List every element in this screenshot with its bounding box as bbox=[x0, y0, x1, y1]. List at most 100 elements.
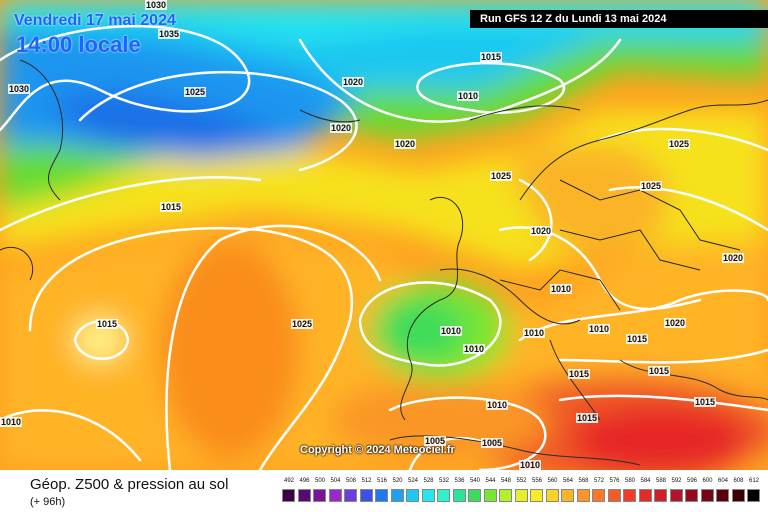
scale-color-swatch bbox=[607, 489, 621, 502]
scale-tick-label: 572 bbox=[593, 478, 604, 484]
scale-color-swatch bbox=[468, 489, 481, 502]
scale-tick-label: 580 bbox=[624, 478, 635, 484]
isobar-label: 1010 bbox=[519, 460, 542, 470]
isobar-label: 1025 bbox=[490, 171, 513, 181]
scale-color-swatch bbox=[297, 489, 311, 502]
scale-color-swatch bbox=[344, 489, 357, 502]
scale-tick-label: 608 bbox=[733, 478, 744, 484]
isobar-label: 1010 bbox=[0, 417, 23, 427]
scale-color-swatch bbox=[452, 489, 466, 502]
isobar-label: 1035 bbox=[158, 29, 181, 39]
scale-color-swatch bbox=[731, 489, 745, 502]
scale-tick-label: 528 bbox=[423, 478, 434, 484]
scale-tick-label: 596 bbox=[686, 478, 697, 484]
scale-color-swatch bbox=[638, 489, 652, 502]
scale-color-swatch bbox=[545, 489, 559, 502]
scale-tick-label: 520 bbox=[392, 478, 403, 484]
scale-tick-label: 560 bbox=[547, 478, 558, 484]
scale-color-swatch bbox=[700, 489, 714, 502]
scale-tick-label: 568 bbox=[578, 478, 589, 484]
scale-tick-label: 496 bbox=[299, 478, 310, 484]
scale-tick-label: 552 bbox=[516, 478, 527, 484]
scale-color-swatch bbox=[576, 489, 590, 502]
scale-tick-label: 536 bbox=[454, 478, 465, 484]
scale-color-swatch bbox=[716, 489, 729, 502]
isobar-label: 1015 bbox=[648, 366, 671, 376]
isobar-label: 1010 bbox=[463, 344, 486, 354]
isobar-label: 1015 bbox=[576, 413, 599, 423]
scale-color-swatch bbox=[375, 489, 388, 502]
scale-color-swatch bbox=[747, 489, 760, 502]
scale-color-swatch bbox=[530, 489, 543, 502]
scale-color-swatch bbox=[483, 489, 497, 502]
isobar-label: 1020 bbox=[342, 77, 365, 87]
isobar-label: 1020 bbox=[330, 123, 353, 133]
scale-tick-label: 604 bbox=[717, 478, 728, 484]
isobar-label: 1010 bbox=[457, 91, 480, 101]
scale-color-swatch bbox=[437, 489, 450, 502]
forecast-lead-time: (+ 96h) bbox=[30, 496, 66, 508]
isobar-label: 1010 bbox=[440, 326, 463, 336]
isobar-label: 1025 bbox=[291, 319, 314, 329]
isobar-label: 1020 bbox=[394, 139, 417, 149]
scale-color-swatch bbox=[499, 489, 512, 502]
isobar-label: 1025 bbox=[640, 181, 663, 191]
isobar-label: 1015 bbox=[694, 397, 717, 407]
isobar-label: 1010 bbox=[486, 400, 509, 410]
scale-color-swatch bbox=[359, 489, 373, 502]
scale-tick-label: 508 bbox=[345, 478, 356, 484]
scale-tick-label: 576 bbox=[609, 478, 620, 484]
isobar-lines bbox=[0, 24, 768, 470]
scale-tick-label: 500 bbox=[314, 478, 325, 484]
scale-tick-label: 544 bbox=[485, 478, 496, 484]
scale-tick-label: 548 bbox=[500, 478, 511, 484]
scale-color-swatch bbox=[623, 489, 636, 502]
forecast-time: 14:00 locale bbox=[16, 32, 141, 57]
isobar-label: 1005 bbox=[424, 436, 447, 446]
scale-color-swatch bbox=[654, 489, 667, 502]
isobar-label: 1015 bbox=[480, 52, 503, 62]
run-info-label: Run GFS 12 Z du Lundi 13 mai 2024 bbox=[470, 10, 768, 28]
scale-tick-label: 600 bbox=[702, 478, 713, 484]
isobar-label: 1025 bbox=[184, 87, 207, 97]
scale-tick-label: 512 bbox=[361, 478, 372, 484]
copyright-text: Copyright © 2024 Meteociel.fr bbox=[300, 444, 455, 456]
scale-tick-label: 540 bbox=[469, 478, 480, 484]
isobar-label: 1010 bbox=[588, 324, 611, 334]
scale-tick-label: 524 bbox=[407, 478, 418, 484]
coastlines bbox=[0, 59, 768, 466]
isobar-label: 1020 bbox=[664, 318, 687, 328]
scale-tick-label: 516 bbox=[376, 478, 387, 484]
scale-color-swatch bbox=[282, 489, 295, 502]
isobar-label: 1015 bbox=[160, 202, 183, 212]
scale-tick-label: 556 bbox=[531, 478, 542, 484]
isobar-label: 1030 bbox=[145, 0, 168, 10]
field-title: Géop. Z500 & pression au sol bbox=[30, 476, 229, 493]
z500-color-field bbox=[0, 0, 768, 470]
scale-tick-label: 592 bbox=[671, 478, 682, 484]
scale-tick-label: 504 bbox=[330, 478, 341, 484]
scale-color-swatch bbox=[514, 489, 528, 502]
isobar-label: 1020 bbox=[722, 253, 745, 263]
forecast-date: Vendredi 17 mai 2024 bbox=[14, 12, 176, 29]
forecast-map bbox=[0, 0, 768, 470]
scale-tick-label: 532 bbox=[438, 478, 449, 484]
scale-tick-label: 492 bbox=[283, 478, 294, 484]
isobar-label: 1015 bbox=[568, 369, 591, 379]
isobar-label: 1015 bbox=[626, 334, 649, 344]
scale-color-swatch bbox=[421, 489, 435, 502]
scale-color-swatch bbox=[313, 489, 326, 502]
isobar-label: 1025 bbox=[668, 139, 691, 149]
isobar-label: 1030 bbox=[8, 84, 31, 94]
scale-color-swatch bbox=[561, 489, 574, 502]
isobar-label: 1015 bbox=[96, 319, 119, 329]
isobar-label: 1010 bbox=[523, 328, 546, 338]
scale-tick-label: 564 bbox=[562, 478, 573, 484]
isobar-label: 1005 bbox=[481, 438, 504, 448]
scale-tick-label: 588 bbox=[655, 478, 666, 484]
scale-tick-label: 584 bbox=[640, 478, 651, 484]
scale-tick-label: 612 bbox=[748, 478, 759, 484]
isobar-label: 1010 bbox=[550, 284, 573, 294]
scale-color-swatch bbox=[592, 489, 605, 502]
